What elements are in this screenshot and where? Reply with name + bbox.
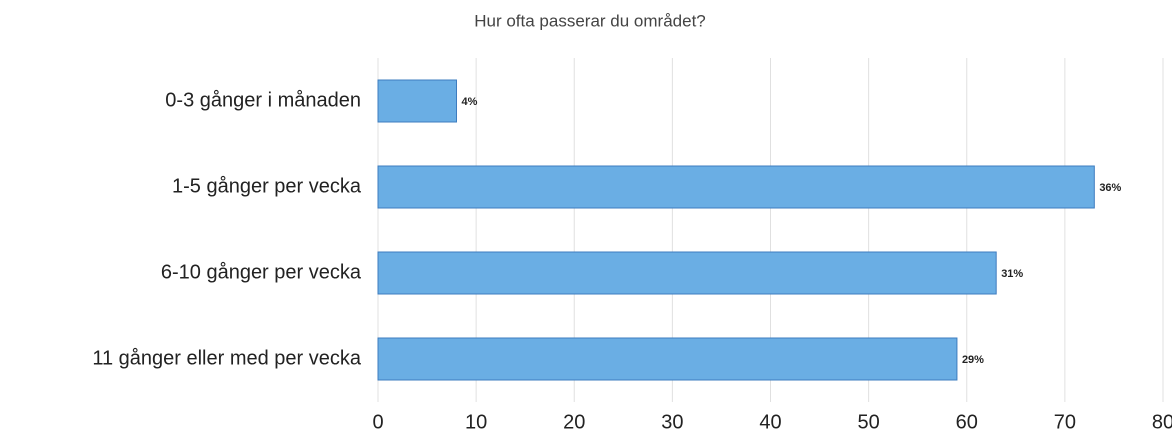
value-label: 36% [1099, 182, 1121, 194]
x-tick-label: 40 [759, 411, 781, 433]
x-tick-label: 60 [956, 411, 978, 433]
y-tick-label: 0-3 gånger i månaden [165, 89, 361, 111]
value-label: 4% [462, 96, 478, 108]
y-tick-label: 6-10 gånger per vecka [161, 261, 362, 283]
bar [377, 79, 457, 123]
value-label: 31% [1001, 268, 1023, 280]
y-tick-label: 11 gånger eller med per vecka [92, 347, 362, 369]
x-tick-label: 0 [372, 411, 383, 433]
bar [377, 337, 958, 381]
chart-title: Hur ofta passerar du området? [474, 11, 706, 30]
bar [377, 251, 997, 295]
value-label: 29% [962, 354, 984, 366]
x-tick-label: 30 [661, 411, 683, 433]
x-tick-label: 80 [1152, 411, 1172, 433]
x-tick-label: 70 [1054, 411, 1076, 433]
x-tick-label: 50 [858, 411, 880, 433]
x-tick-label: 10 [465, 411, 487, 433]
y-tick-label: 1-5 gånger per vecka [172, 175, 362, 197]
bar [377, 165, 1095, 209]
x-tick-label: 20 [563, 411, 585, 433]
